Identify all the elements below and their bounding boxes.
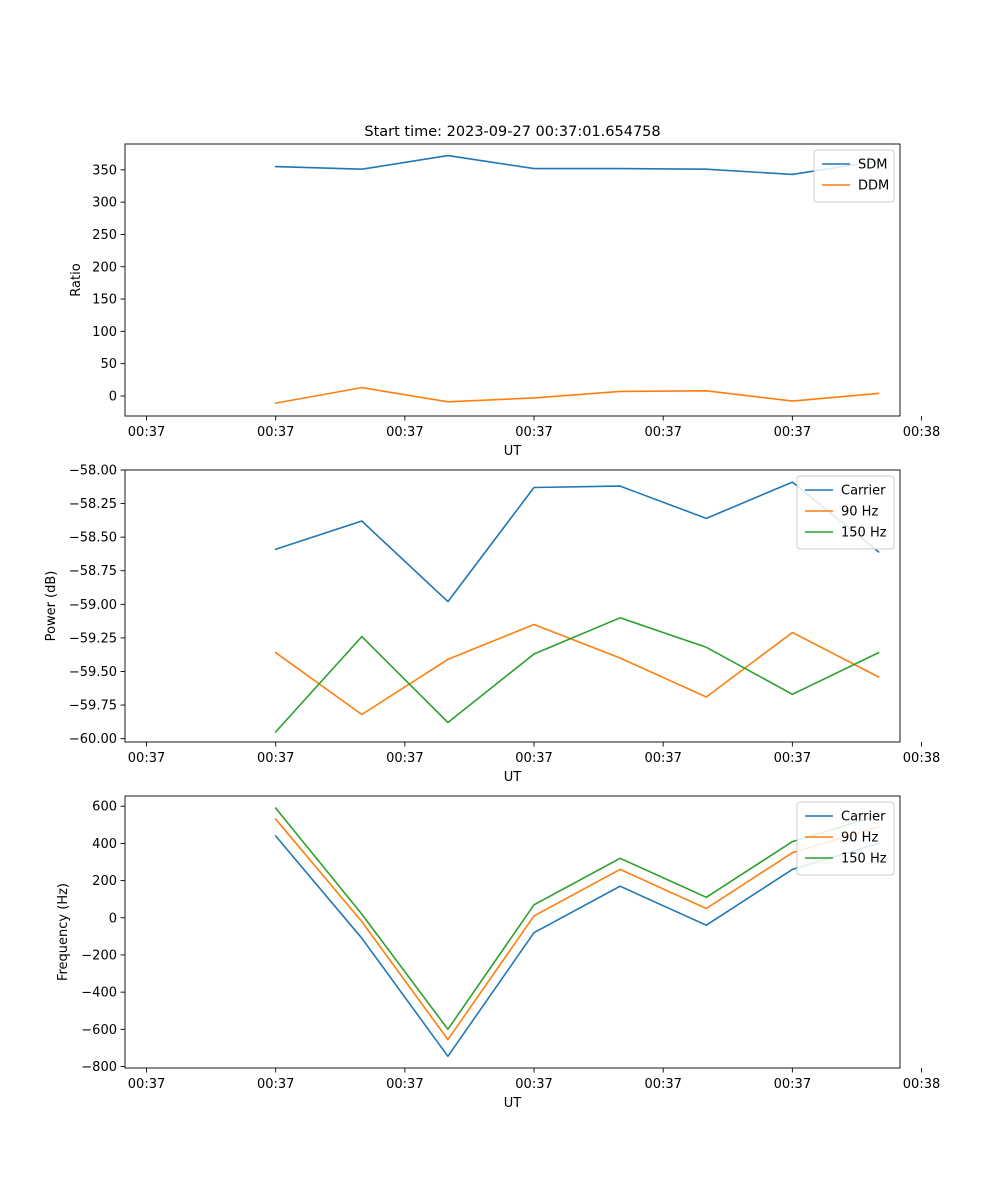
x-tick-label: 00:37 bbox=[128, 751, 165, 766]
legend: SDM DDM bbox=[813, 149, 895, 203]
plot-frame bbox=[124, 795, 901, 1069]
y-tick-label: 100 bbox=[92, 325, 117, 340]
x-tick-label: 00:37 bbox=[515, 751, 552, 766]
y-tick-label: −59.50 bbox=[69, 665, 117, 680]
x-tick-label: 00:37 bbox=[128, 1077, 165, 1092]
x-tick-label: 00:37 bbox=[644, 425, 681, 440]
x-tick-label: 00:37 bbox=[386, 751, 423, 766]
y-tick-label: 150 bbox=[92, 293, 117, 308]
x-tick-label: 00:37 bbox=[774, 1077, 811, 1092]
x-tick-label: 00:38 bbox=[903, 425, 940, 440]
x-tick-label: 00:38 bbox=[903, 1077, 940, 1092]
y-tick-label: −600 bbox=[81, 1023, 117, 1038]
chart-panel-3: 00:37 00:37 00:37 00:37 00:37 00:37 00:38 −800 −… bbox=[56, 795, 940, 1111]
x-tick-label: 00:37 bbox=[386, 1077, 423, 1092]
y-axis-label: Frequency (Hz) bbox=[56, 883, 71, 981]
x-axis-label: UT bbox=[504, 1096, 522, 1111]
y-axis-label: Power (dB) bbox=[44, 571, 59, 642]
x-tick-label: 00:37 bbox=[515, 1077, 552, 1092]
y-axis-label: Ratio bbox=[69, 263, 84, 296]
y-tick-label: −59.00 bbox=[69, 598, 117, 613]
series-line-150-hz bbox=[274, 616, 880, 734]
series-line-90-hz bbox=[274, 623, 880, 716]
y-tick-label: −58.50 bbox=[69, 531, 117, 546]
y-tick-label: 250 bbox=[92, 228, 117, 243]
y-tick-label: 400 bbox=[92, 837, 117, 852]
chart-panel-1: 00:37 00:37 00:37 00:37 00:37 00:37 00:38 0 50 10… bbox=[69, 143, 940, 459]
y-tick-label: −58.00 bbox=[69, 464, 117, 479]
legend-label: DDM bbox=[858, 179, 889, 194]
legend: Carrier 90 Hz 150 Hz bbox=[796, 475, 895, 550]
y-tick-label: −200 bbox=[81, 948, 117, 963]
figure-title: Start time: 2023-09-27 00:37:01.654758 bbox=[364, 124, 660, 140]
plot-frame bbox=[124, 469, 901, 743]
legend-box bbox=[796, 475, 895, 550]
legend-label: 90 Hz bbox=[841, 831, 878, 846]
plot-frame bbox=[124, 143, 901, 417]
series-line-150-hz bbox=[274, 806, 880, 1031]
legend-label: SDM bbox=[858, 158, 887, 173]
x-tick-label: 00:37 bbox=[257, 751, 294, 766]
y-tick-label: 600 bbox=[92, 800, 117, 815]
legend: Carrier 90 Hz 150 Hz bbox=[796, 801, 895, 876]
y-tick-label: −58.75 bbox=[69, 564, 117, 579]
legend-label: 90 Hz bbox=[841, 505, 878, 520]
x-tick-label: 00:37 bbox=[515, 425, 552, 440]
x-tick-label: 00:37 bbox=[257, 425, 294, 440]
y-tick-label: 0 bbox=[109, 389, 117, 404]
y-tick-label: −59.25 bbox=[69, 631, 117, 646]
legend-label: Carrier bbox=[841, 810, 886, 825]
y-tick-label: 0 bbox=[109, 911, 117, 926]
y-tick-label: −400 bbox=[81, 986, 117, 1001]
series-line-ddm bbox=[274, 386, 880, 405]
x-axis-label: UT bbox=[504, 770, 522, 785]
series-line-90-hz bbox=[274, 818, 880, 1041]
y-tick-label: 50 bbox=[100, 357, 117, 372]
y-tick-label: 200 bbox=[92, 260, 117, 275]
x-tick-label: 00:37 bbox=[774, 751, 811, 766]
chart-panel-2: 00:37 00:37 00:37 00:37 00:37 00:37 00:38 −60.0… bbox=[44, 464, 940, 786]
y-tick-label: 350 bbox=[92, 163, 117, 178]
x-tick-label: 00:37 bbox=[644, 751, 681, 766]
y-tick-label: −800 bbox=[81, 1060, 117, 1075]
x-tick-label: 00:38 bbox=[903, 751, 940, 766]
x-tick-label: 00:37 bbox=[128, 425, 165, 440]
legend-label: 150 Hz bbox=[841, 526, 887, 541]
x-tick-label: 00:37 bbox=[386, 425, 423, 440]
x-tick-label: 00:37 bbox=[257, 1077, 294, 1092]
legend-box bbox=[796, 801, 895, 876]
y-tick-label: −59.75 bbox=[69, 699, 117, 714]
y-tick-label: 300 bbox=[92, 196, 117, 211]
series-line-carrier bbox=[274, 834, 880, 1058]
y-tick-label: 200 bbox=[92, 874, 117, 889]
x-tick-label: 00:37 bbox=[774, 425, 811, 440]
series-line-sdm bbox=[274, 154, 880, 176]
y-tick-label: −60.00 bbox=[69, 732, 117, 747]
legend-box bbox=[813, 149, 895, 203]
x-tick-label: 00:37 bbox=[644, 1077, 681, 1092]
legend-label: Carrier bbox=[841, 484, 886, 499]
x-axis-label: UT bbox=[504, 444, 522, 459]
y-tick-label: −58.25 bbox=[69, 497, 117, 512]
series-line-carrier bbox=[274, 481, 880, 603]
legend-label: 150 Hz bbox=[841, 852, 887, 867]
